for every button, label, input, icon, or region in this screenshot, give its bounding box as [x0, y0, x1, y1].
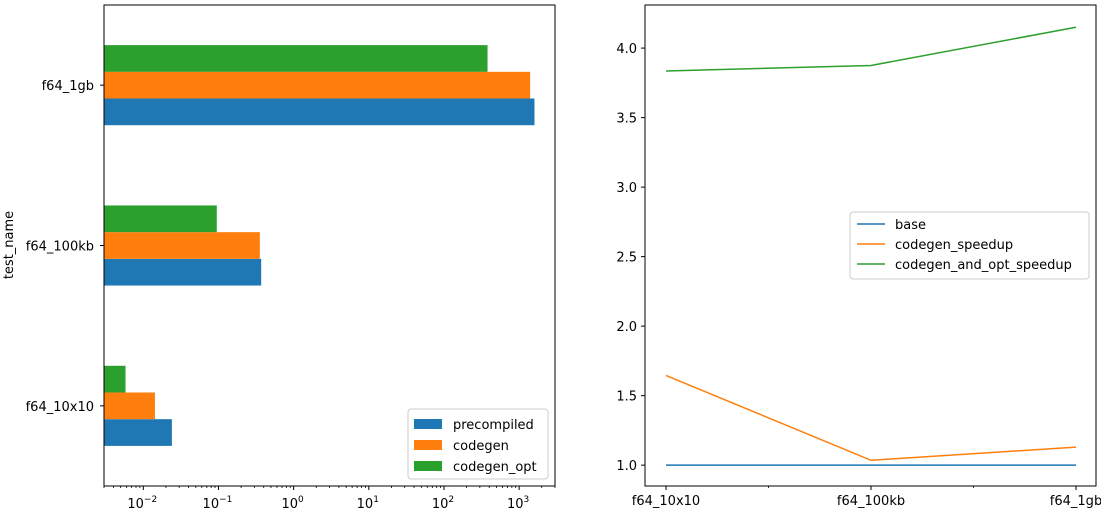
bar-codegen-f64_1gb [104, 71, 531, 99]
legend-swatch-precompiled [414, 419, 442, 429]
legend-label-precompiled: precompiled [453, 418, 534, 433]
x-tick-label: f64_100kb [837, 494, 905, 509]
y-tick-label: 2.0 [616, 320, 637, 335]
y-tick-label: 1.5 [616, 390, 637, 405]
bar-codegen_opt-f64_100kb [104, 205, 217, 233]
line-chart-x-ticks: f64_10x10 f64_100kb f64_1gb [632, 486, 1101, 509]
x-tick-label: 100 [281, 495, 304, 512]
bar-precompiled-f64_1gb [104, 98, 535, 126]
bar-chart: f64_10x10 f64_100kb f64_1gb 10−2 10−1 100 101… [2, 4, 556, 512]
legend-box [849, 211, 1090, 280]
legend-label-codegen: codegen [453, 439, 509, 454]
line-chart-legend: base codegen_speedup codegen_and_opt_speed… [849, 211, 1090, 280]
legend-label-base: base [895, 218, 926, 233]
x-tick-label: 10−2 [127, 495, 157, 512]
line-chart-lines [665, 26, 1077, 466]
x-tick-label: f64_10x10 [632, 494, 700, 509]
y-tick-label: 3.0 [616, 181, 637, 196]
line-codegen_speedup [665, 374, 1077, 462]
bar-codegen_opt-f64_10x10 [104, 365, 126, 393]
y-tick-label: 1.0 [616, 459, 637, 474]
y-tick-label: 3.5 [616, 112, 637, 127]
legend-label-codegen_opt: codegen_opt [453, 460, 537, 475]
bar-chart-frame [103, 4, 556, 487]
y-tick-label: f64_1gb [42, 79, 94, 94]
x-tick-label: 102 [432, 495, 454, 512]
bar-codegen-f64_100kb [104, 232, 260, 259]
bar-chart-x-ticks: 10−2 10−1 100 101 102 103 [103, 486, 556, 512]
bar-codegen_opt-f64_1gb [104, 45, 488, 72]
line-chart-y-ticks: 1.0 1.5 2.0 2.5 3.0 3.5 4.0 [616, 42, 645, 474]
y-tick-label: f64_100kb [26, 240, 94, 255]
legend-box [407, 408, 549, 480]
bar-chart-bars [104, 45, 535, 446]
legend-swatch-codegen [414, 440, 442, 450]
bar-chart-y-axis-label: test_name [2, 211, 17, 279]
legend-swatch-codegen_opt [414, 461, 442, 471]
line-codegen_and_opt_speedup [665, 26, 1077, 72]
y-tick-label: 4.0 [616, 42, 637, 57]
bar-chart-legend: precompiled codegen codegen_opt [407, 408, 549, 480]
y-tick-label: f64_10x10 [26, 400, 94, 415]
x-tick-label: f64_1gb [1050, 494, 1101, 509]
line-chart: 1.0 1.5 2.0 2.5 3.0 3.5 4.0 f64_10x10 f64_100kb… [616, 4, 1101, 509]
bar-codegen-f64_10x10 [104, 392, 155, 420]
y-tick-label: 2.5 [616, 251, 637, 266]
x-tick-label: 103 [507, 495, 529, 512]
x-tick-label: 101 [357, 495, 379, 512]
bar-chart-y-ticks: f64_10x10 f64_100kb f64_1gb [26, 79, 104, 415]
x-tick-label: 10−1 [203, 495, 233, 512]
line-chart-frame [644, 4, 1097, 487]
bar-precompiled-f64_10x10 [104, 419, 172, 446]
legend-label-codegen_and_opt_speedup: codegen_and_opt_speedup [895, 258, 1072, 273]
legend-label-codegen_speedup: codegen_speedup [895, 238, 1013, 253]
bar-precompiled-f64_100kb [104, 258, 262, 286]
